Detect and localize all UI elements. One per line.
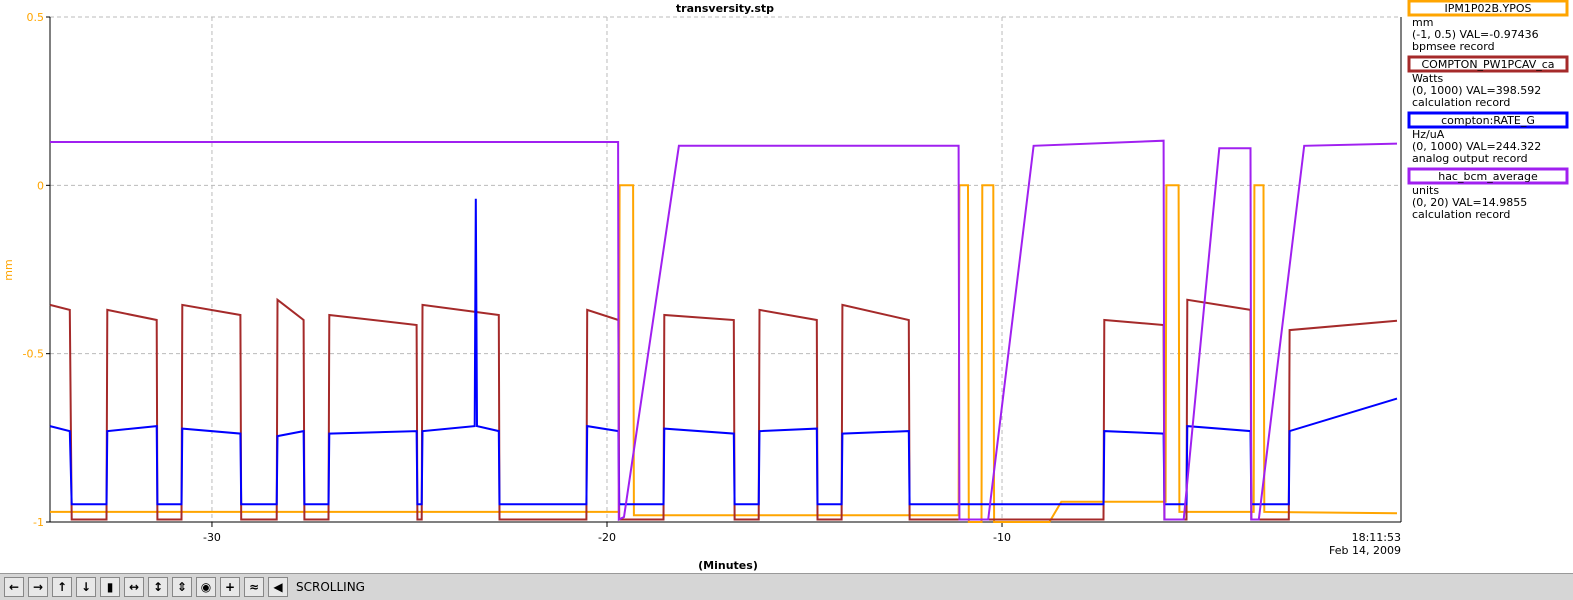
legend-name: compton:RATE_G <box>1441 114 1535 127</box>
legend-units: mm <box>1412 16 1433 29</box>
x-axis-label: (Minutes) <box>698 559 758 572</box>
zoom-in-y-button[interactable]: ↕ <box>148 577 168 597</box>
refresh-button[interactable]: ≈ <box>244 577 264 597</box>
legend-units: Hz/uA <box>1412 128 1445 141</box>
x-tick-label: -20 <box>598 531 616 544</box>
y-tick-label: -0.5 <box>23 348 44 361</box>
series-line <box>49 297 1398 521</box>
legend-status: (0, 1000) VAL=398.592 <box>1412 84 1541 97</box>
time-label: 18:11:53 <box>1352 531 1401 544</box>
y-axis-label: mm <box>2 259 15 280</box>
zoom-out-y-button[interactable]: ⇕ <box>172 577 192 597</box>
legend-status: (0, 1000) VAL=244.322 <box>1412 140 1541 153</box>
pan-left-button[interactable]: ← <box>4 577 24 597</box>
legend-record: bpmsee record <box>1412 40 1495 53</box>
strip-chart: transversity.stp (Minutes) mm 18:11:53 F… <box>2 0 1569 572</box>
series-line <box>50 139 1398 522</box>
x-tick-label: -10 <box>993 531 1011 544</box>
legend-record: analog output record <box>1412 152 1528 165</box>
series-line <box>49 198 1398 506</box>
chart-title: transversity.stp <box>676 2 774 15</box>
x-tick-label: -30 <box>203 531 221 544</box>
legend-status: (0, 20) VAL=14.9855 <box>1412 196 1527 209</box>
legend-name: COMPTON_PW1PCAV_ca <box>1421 58 1554 71</box>
scroll-button[interactable]: ◀ <box>268 577 288 597</box>
series-line <box>50 184 1398 523</box>
legend-name-box <box>1407 55 1569 73</box>
y-tick-label: 0.5 <box>27 11 45 24</box>
reset-button[interactable]: + <box>220 577 240 597</box>
auto-scale-button[interactable]: ◉ <box>196 577 216 597</box>
y-tick-label: -1 <box>33 516 44 529</box>
pan-right-button[interactable]: → <box>28 577 48 597</box>
legend-name-box <box>1407 0 1569 17</box>
legend-status: (-1, 0.5) VAL=-0.97436 <box>1412 28 1539 41</box>
legend-name-box <box>1407 111 1569 129</box>
zoom-in-x-button[interactable]: ▮ <box>100 577 120 597</box>
legend-name-box <box>1407 167 1569 185</box>
legend-units: Watts <box>1412 72 1444 85</box>
date-label: Feb 14, 2009 <box>1329 544 1401 557</box>
toolbar: ← → ↑ ↓ ▮ ↔ ↕ ⇕ ◉ + ≈ ◀ SCROLLING <box>0 573 1573 600</box>
pan-down-button[interactable]: ↓ <box>76 577 96 597</box>
zoom-out-x-button[interactable]: ↔ <box>124 577 144 597</box>
legend-record: calculation record <box>1412 208 1510 221</box>
legend-name: IPM1P02B.YPOS <box>1444 2 1531 15</box>
y-tick-label: 0 <box>37 179 44 192</box>
legend-record: calculation record <box>1412 96 1510 109</box>
pan-up-button[interactable]: ↑ <box>52 577 72 597</box>
status-label: SCROLLING <box>296 580 365 594</box>
legend-name: hac_bcm_average <box>1438 170 1538 183</box>
legend-units: units <box>1412 184 1439 197</box>
